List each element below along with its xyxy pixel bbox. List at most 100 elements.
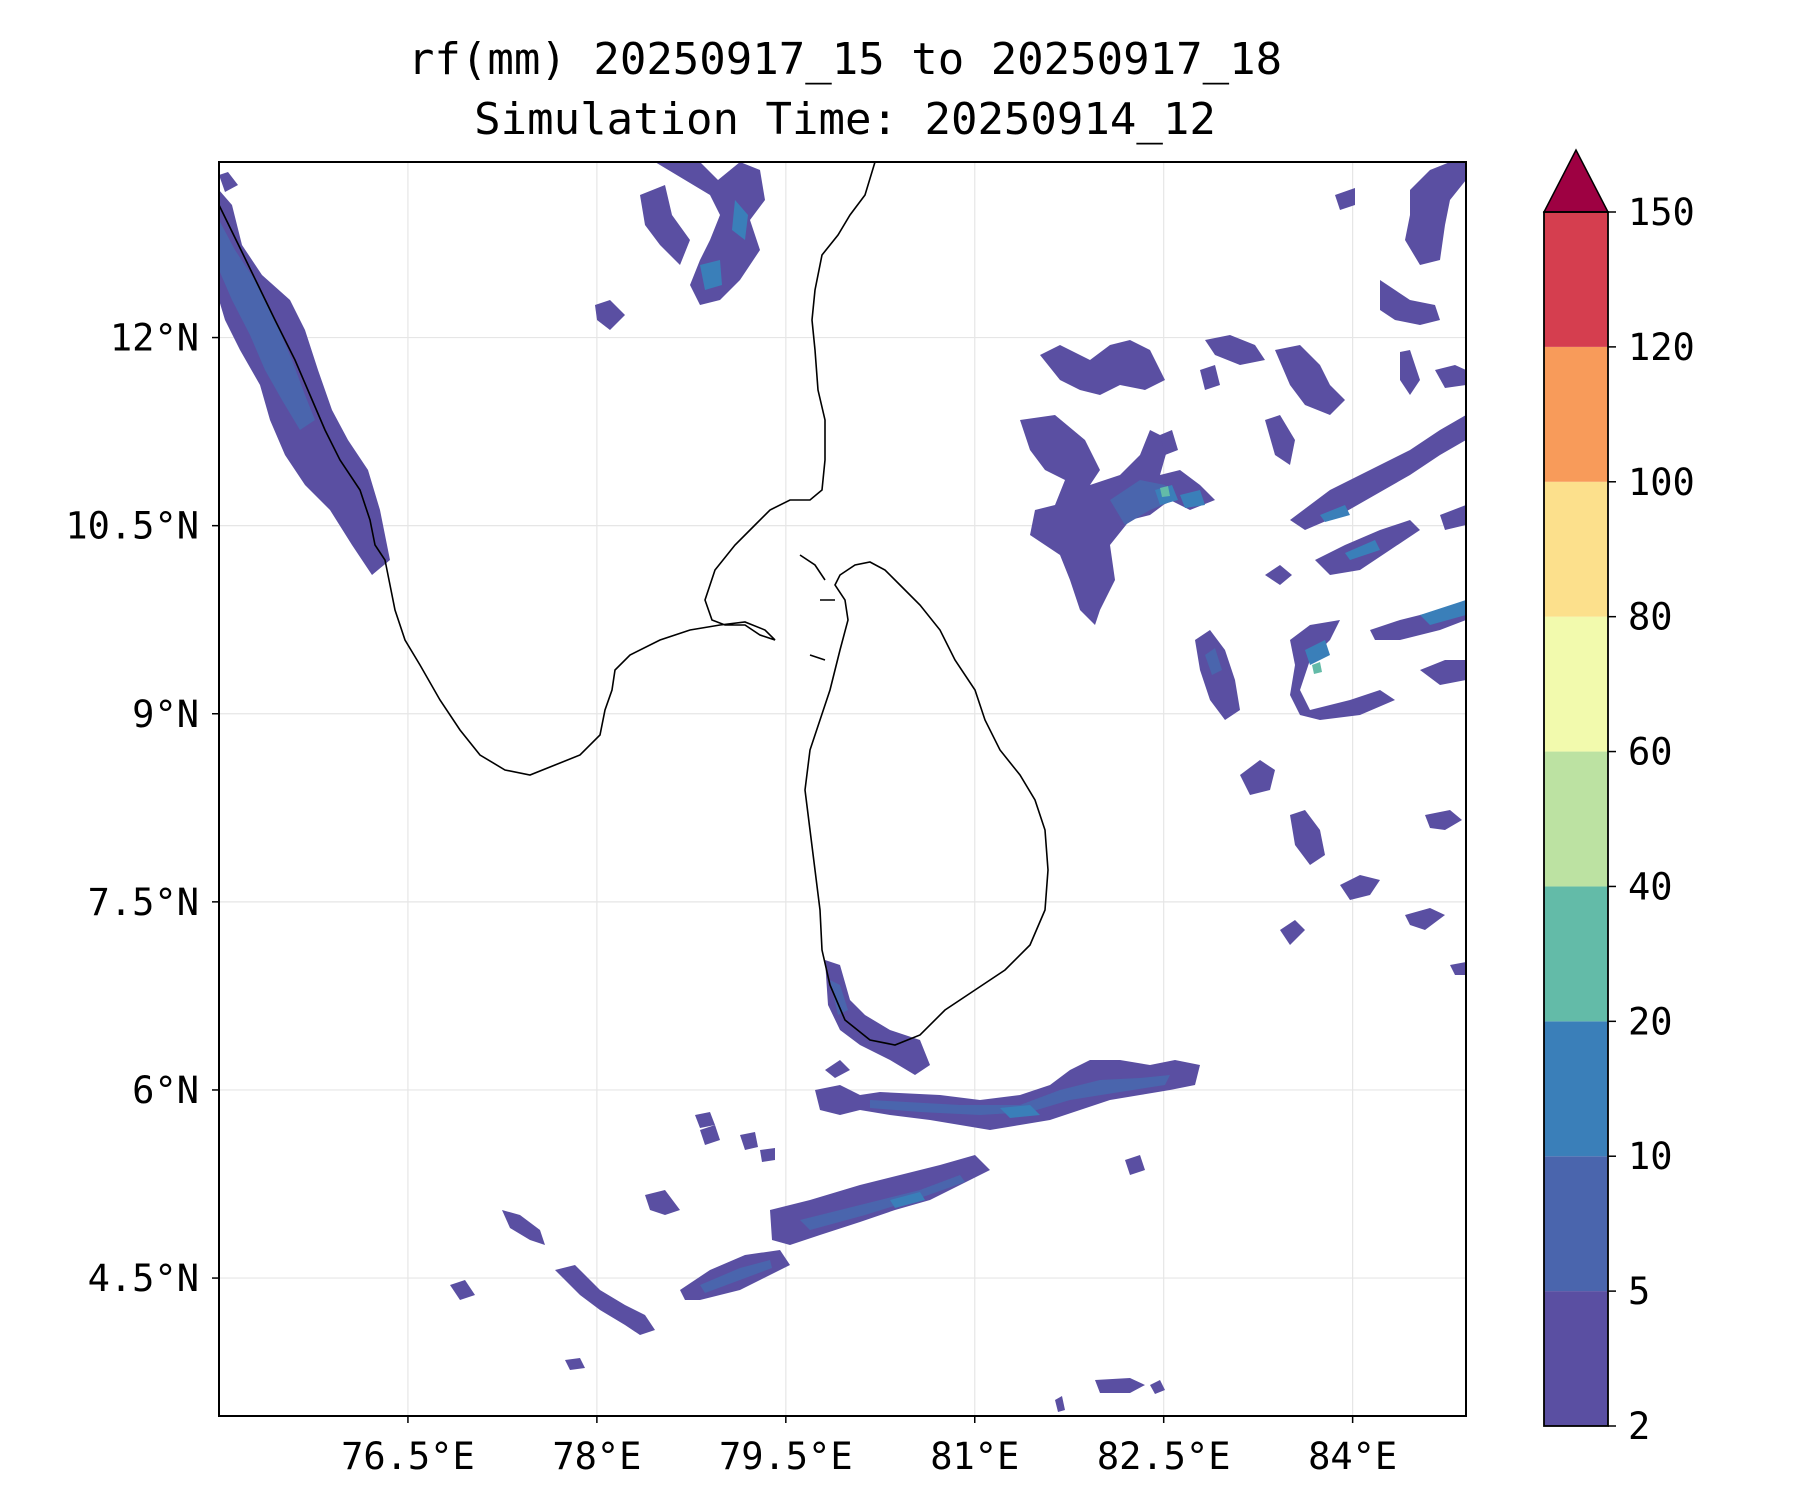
rain-cell: [645, 1190, 680, 1215]
colorbar-tick-label: 10: [1628, 1135, 1673, 1178]
rain-cell: [1280, 920, 1305, 945]
rain-cell: [830, 980, 848, 1015]
rain-cell: [1160, 430, 1178, 455]
axis-ticks: 76.5°E 78°E 79.5°E 81°E 82.5°E 84°E 12°N 10.5°N…: [65, 317, 1397, 1478]
rain-cell: [1205, 648, 1222, 675]
rain-cell: [595, 300, 625, 330]
colorbar-tick-label: 2: [1628, 1405, 1650, 1448]
rain-cell: [1160, 486, 1170, 497]
rain-cell: [1405, 908, 1445, 930]
rain-cell: [565, 1358, 585, 1370]
rain-cell: [219, 220, 315, 430]
rain-cell: [700, 1260, 772, 1293]
rain-cell: [1095, 1378, 1145, 1393]
rain-cell: [1290, 810, 1325, 865]
chart-title: rf(mm) 20250917_15 to 20250917_18: [407, 34, 1283, 85]
lon-tick-label: 82.5°E: [1097, 1435, 1231, 1478]
rain-cell: [555, 1265, 655, 1335]
rain-cell: [815, 1060, 1200, 1130]
rain-cell: [1305, 640, 1330, 665]
rain-cell: [1240, 760, 1275, 795]
rain-cell: [1335, 188, 1355, 210]
colorbar-frame: [1543, 211, 1609, 1427]
rain-cell: [1040, 340, 1165, 395]
lat-tick-label: 9°N: [132, 693, 199, 736]
rain-cell: [1345, 540, 1380, 560]
rain-cell: [1020, 415, 1215, 625]
colorbar-tick-label: 5: [1628, 1270, 1650, 1313]
colorbar-tick-label: 60: [1628, 731, 1673, 774]
rain-cell: [1205, 335, 1265, 365]
rain-cell: [640, 185, 690, 265]
colorbar-tick-label: 120: [1628, 326, 1695, 369]
rain-cell: [1380, 280, 1440, 325]
rain-cell: [450, 1280, 475, 1300]
rain-cell: [1150, 1380, 1165, 1394]
rain-cell: [695, 1112, 715, 1128]
rain-cell: [825, 960, 930, 1075]
rain-cell: [1275, 345, 1345, 415]
lat-tick-label: 12°N: [110, 317, 199, 360]
chart-subtitle: Simulation Time: 20250914_12: [474, 94, 1216, 145]
gridlines: [219, 162, 1466, 1416]
rain-cell: [1055, 1396, 1065, 1412]
rain-cell: [700, 1125, 720, 1145]
colorbar-segment: [1544, 616, 1608, 752]
lat-tick-label: 7.5°N: [88, 881, 199, 924]
colorbar-segment: [1544, 1021, 1608, 1157]
colorbar-tick-label: 100: [1628, 461, 1695, 504]
rain-cell: [800, 1175, 965, 1230]
colorbar-tick-label: 20: [1628, 1000, 1673, 1043]
colorbar-segment: [1544, 1291, 1608, 1426]
rain-cell: [1420, 600, 1466, 625]
rain-cell: [1450, 962, 1466, 975]
colorbar: 2 5 10 20 40 60 80 100 120 150: [1542, 148, 1695, 1448]
colorbar-tick-label: 80: [1628, 596, 1673, 639]
colorbar-tick-label: 40: [1628, 865, 1673, 908]
lat-tick-label: 10.5°N: [65, 505, 199, 548]
map-frame: [218, 161, 1467, 1417]
map-border: [218, 161, 1467, 1417]
rain-cell: [732, 200, 748, 240]
coastline: [219, 162, 1049, 1046]
colorbar-segment: [1544, 1156, 1608, 1292]
rain-cell: [1200, 365, 1220, 390]
lon-tick-label: 78°E: [552, 1435, 641, 1478]
rain-cell: [1440, 505, 1466, 530]
rain-cell: [890, 1192, 925, 1208]
rain-cell: [825, 1060, 850, 1078]
rainfall-field: [219, 162, 1466, 1412]
rain-cell: [870, 1075, 1170, 1115]
rain-cell: [1265, 565, 1292, 585]
rain-cell: [1320, 505, 1350, 522]
colorbar-segment: [1544, 751, 1608, 887]
sri-lanka-coastline: [804, 561, 1049, 1046]
rain-cell: [760, 1148, 775, 1162]
rain-cell: [1312, 662, 1322, 674]
rain-cell: [1000, 1105, 1040, 1118]
rain-cell: [1180, 490, 1205, 508]
colorbar-segment: [1544, 346, 1608, 482]
rain-cell: [1425, 810, 1462, 830]
rain-cell: [700, 260, 722, 290]
rain-cell: [1435, 365, 1466, 388]
rain-cell: [1400, 350, 1420, 395]
colorbar-segment: [1544, 481, 1608, 617]
rain-cell: [219, 172, 238, 192]
india-coastline: [219, 162, 876, 776]
rain-cell: [1125, 1155, 1145, 1175]
colorbar-extend-arrow: [1542, 148, 1610, 213]
rain-cell: [655, 162, 765, 305]
lon-tick-label: 84°E: [1308, 1435, 1397, 1478]
lon-tick-label: 81°E: [930, 1435, 1019, 1478]
lat-tick-label: 4.5°N: [88, 1257, 199, 1300]
rain-cell: [1405, 162, 1466, 265]
colorbar-segment: [1544, 886, 1608, 1022]
lat-tick-label: 6°N: [132, 1069, 199, 1112]
rain-cell: [1265, 415, 1295, 465]
rain-cell: [1340, 875, 1380, 900]
sri-lanka-detail: [799, 554, 835, 661]
lon-tick-label: 79.5°E: [719, 1435, 853, 1478]
rain-cell: [740, 1132, 758, 1150]
